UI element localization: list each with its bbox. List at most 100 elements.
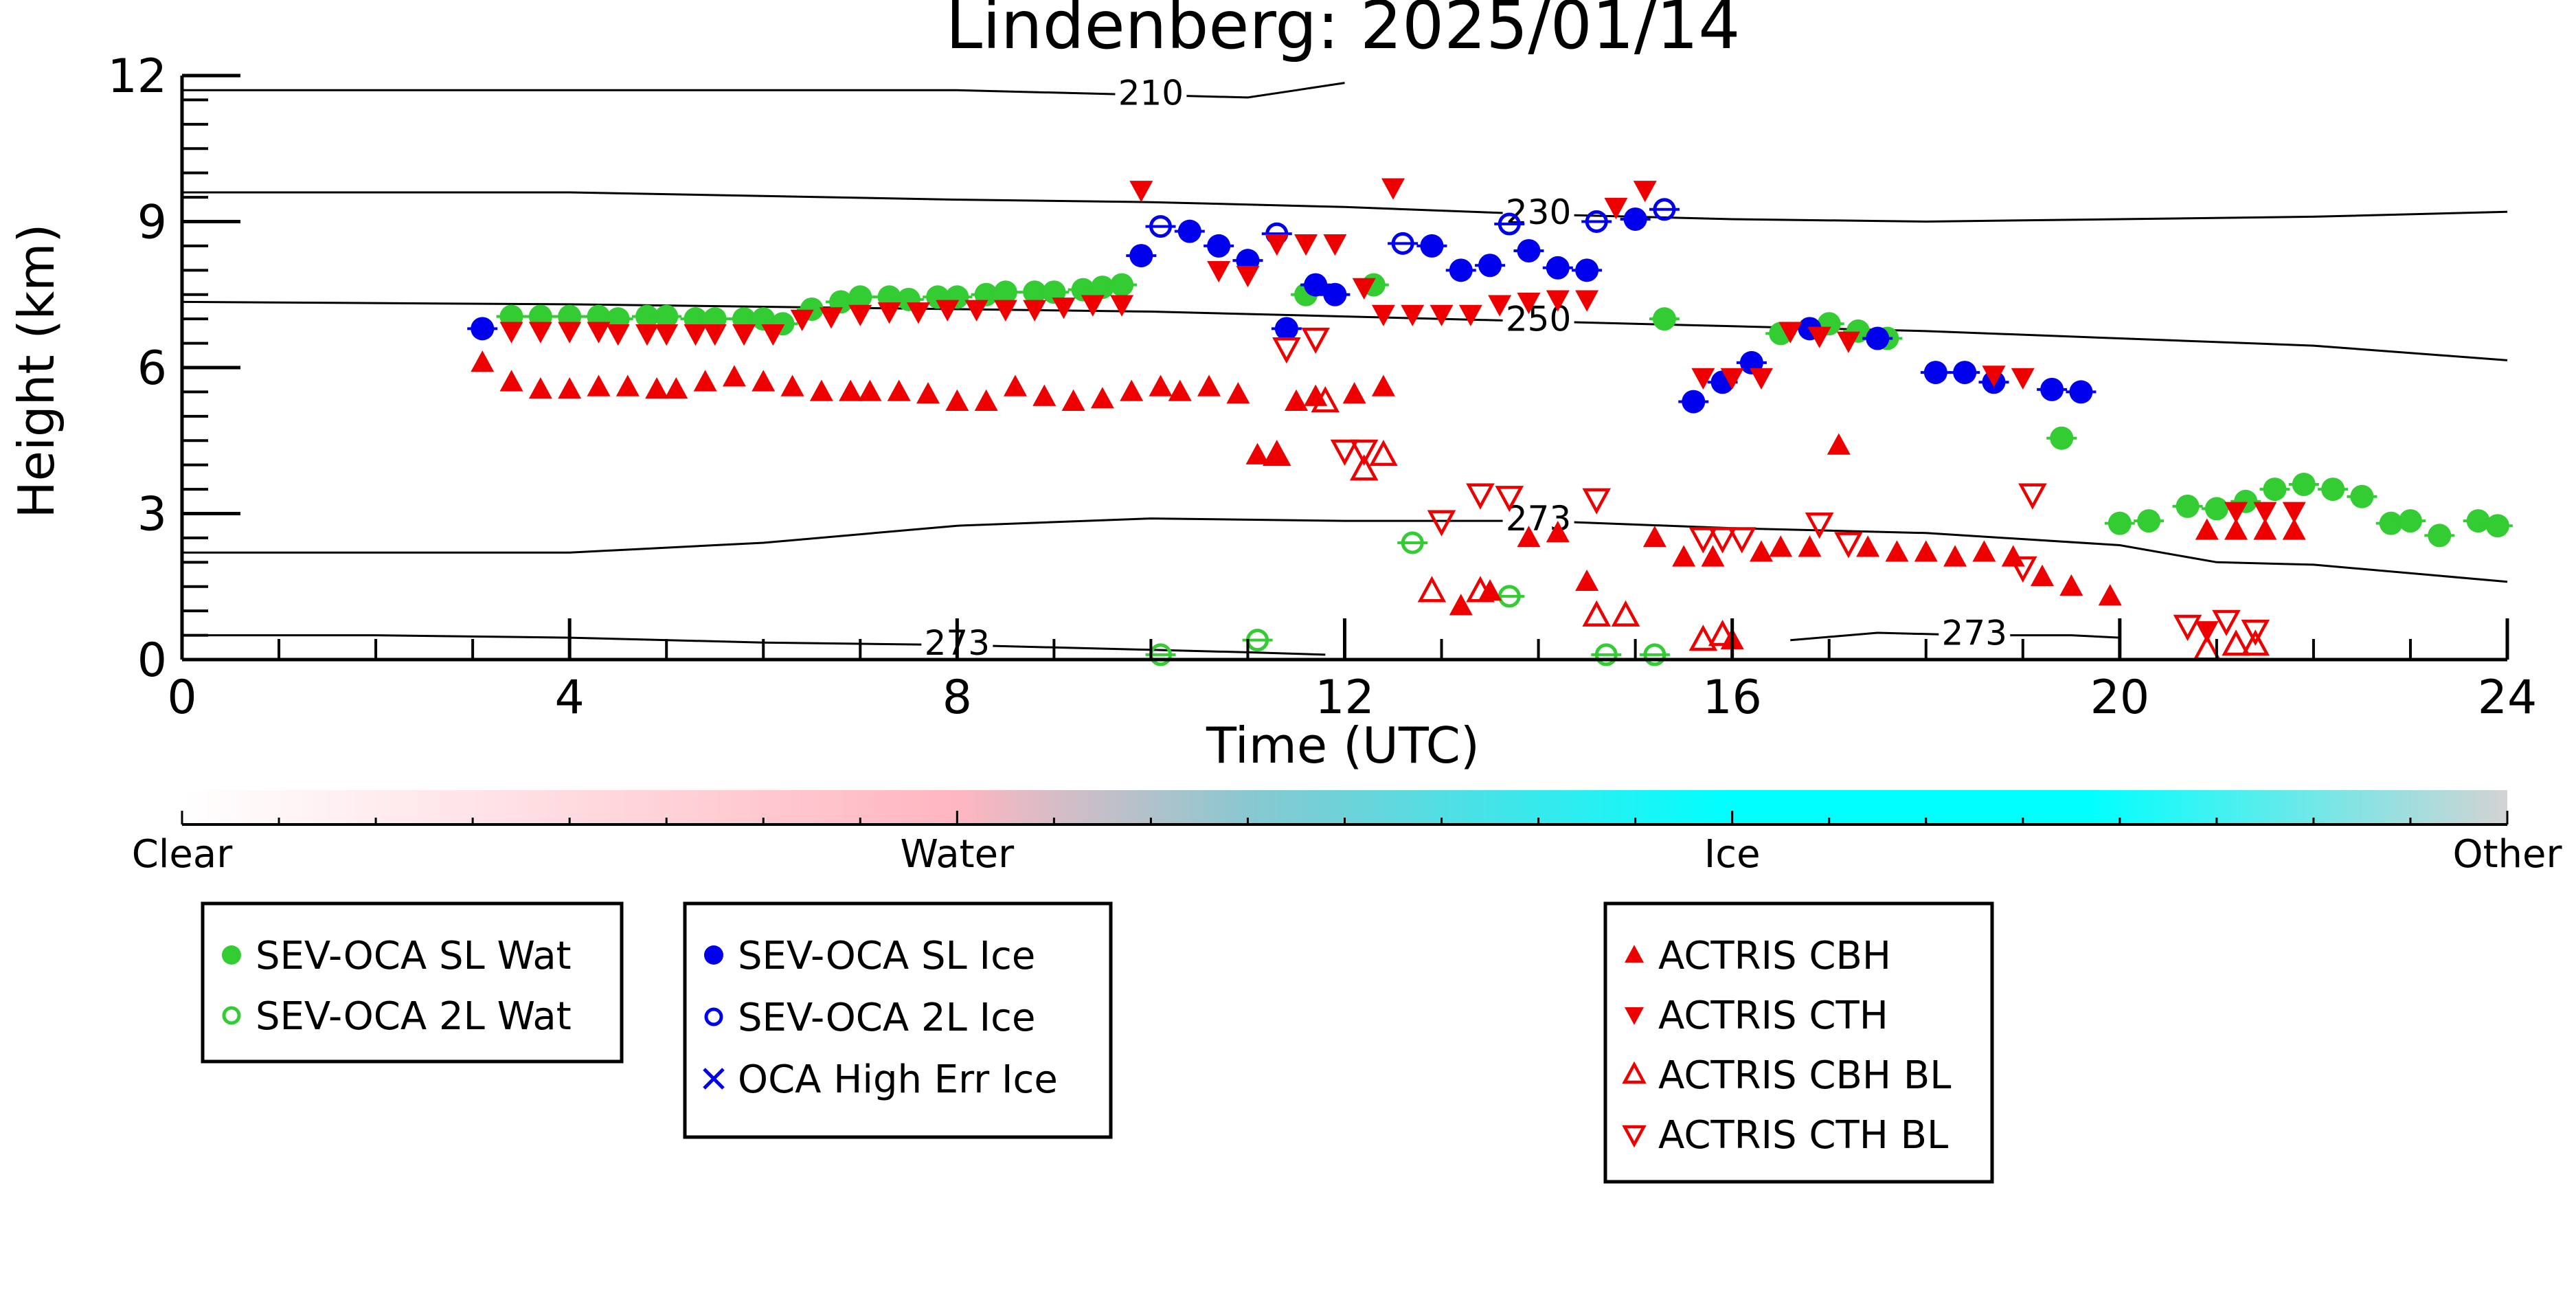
legend-marker	[704, 1007, 723, 1026]
data-point	[1478, 579, 1502, 601]
colorbar-label: Clear	[132, 832, 233, 877]
legend-box-1: SEV-OCA SL Wat SEV-OCA 2L Wat	[201, 901, 624, 1064]
data-point	[1972, 540, 1996, 562]
data-point	[1149, 215, 1173, 238]
data-point	[2098, 584, 2122, 606]
contour-label: 250	[1506, 300, 1571, 339]
data-point	[2224, 502, 2248, 524]
data-point	[655, 304, 679, 328]
legend-label: ACTRIS CBH	[1658, 934, 1891, 978]
data-point	[655, 324, 679, 346]
data-point	[848, 304, 872, 326]
data-point	[1688, 625, 1718, 651]
data-point	[471, 317, 495, 341]
legend-label: SEV-OCA SL Ice	[738, 934, 1035, 978]
data-point	[499, 322, 523, 344]
data-point	[1642, 526, 1667, 548]
data-point	[2222, 629, 2250, 656]
data-point	[1720, 368, 1744, 390]
data-point	[1866, 326, 1890, 350]
data-point	[1652, 307, 1676, 331]
data-point	[1604, 197, 1628, 220]
data-point	[1323, 234, 1347, 256]
data-point	[1110, 273, 1134, 297]
data-point	[664, 377, 688, 399]
data-point	[615, 374, 640, 396]
data-point	[1611, 600, 1640, 627]
data-point	[2195, 518, 2219, 540]
data-point	[1798, 535, 1822, 557]
data-point	[587, 322, 611, 344]
data-point	[1498, 212, 1521, 236]
data-point	[587, 374, 611, 396]
contour-line-273	[182, 517, 2508, 583]
x-tick-label: 24	[2478, 671, 2538, 725]
x-tick-label: 12	[1315, 671, 1375, 725]
legend-marker	[703, 1068, 725, 1090]
legend-label: ACTRIS CBH BL	[1658, 1053, 1951, 1098]
data-point	[2001, 545, 2025, 567]
data-point	[1207, 260, 1231, 283]
data-point	[2263, 478, 2287, 502]
data-point	[2398, 509, 2422, 533]
data-point	[1177, 219, 1201, 243]
legend-label: SEV-OCA SL Wat	[256, 934, 572, 978]
data-point	[780, 374, 804, 396]
data-point	[683, 324, 708, 346]
x-tick-label: 20	[2090, 671, 2150, 725]
data-point	[2173, 614, 2202, 641]
data-point	[1805, 513, 1834, 539]
data-point	[1856, 535, 1880, 557]
x-axis-label: Time (UTC)	[1206, 717, 1480, 774]
data-point	[2253, 502, 2277, 524]
data-point	[2069, 380, 2093, 404]
data-point	[1546, 256, 1570, 280]
data-point	[1284, 389, 1308, 411]
colorbar-label: Other	[2452, 832, 2562, 877]
data-point	[693, 370, 717, 392]
data-point	[1265, 234, 1289, 256]
data-point	[2253, 518, 2277, 540]
data-point	[1120, 379, 1144, 401]
data-point	[1401, 531, 1424, 554]
data-point	[2428, 524, 2452, 548]
contour-label-bg	[1502, 300, 1574, 337]
data-point	[974, 389, 998, 411]
legend-label: ACTRIS CTH	[1658, 993, 1888, 1038]
data-point	[1749, 368, 1773, 390]
data-point	[703, 324, 727, 346]
data-point	[1061, 389, 1085, 411]
data-point	[2241, 619, 2270, 647]
data-point	[1672, 545, 1696, 567]
data-point	[722, 365, 746, 387]
y-axis-label: Height (km)	[8, 224, 65, 519]
legend-label: ACTRIS CTH BL	[1658, 1113, 1948, 1158]
data-point	[1546, 520, 1570, 543]
data-point	[1575, 569, 1599, 592]
x-tick-label: 0	[167, 671, 196, 725]
data-point	[1430, 304, 1454, 326]
data-point	[1349, 454, 1379, 481]
legend-marker	[222, 1006, 241, 1025]
data-point	[2108, 511, 2132, 535]
data-point	[2176, 494, 2200, 518]
data-point	[1769, 535, 1793, 557]
legend-frame	[683, 901, 1113, 1139]
series-actris-cth-bl	[1272, 327, 2270, 647]
data-point	[606, 324, 630, 346]
data-point	[1342, 382, 1366, 404]
data-point	[1582, 600, 1611, 627]
data-point	[2059, 574, 2083, 596]
data-point	[2050, 426, 2074, 450]
data-point	[1311, 386, 1340, 413]
data-point	[528, 377, 552, 399]
legend-marker	[1625, 945, 1644, 963]
data-point	[1090, 276, 1114, 300]
data-point	[1633, 181, 1657, 203]
data-point	[635, 324, 659, 346]
data-point	[1449, 258, 1473, 282]
data-point	[1401, 304, 1425, 326]
data-point	[2379, 511, 2403, 535]
